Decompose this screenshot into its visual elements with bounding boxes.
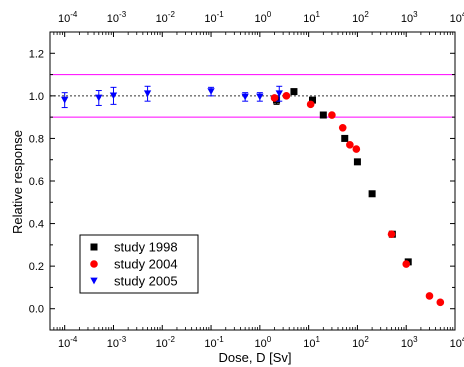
data-point-1-2 — [306, 100, 315, 109]
data-point-0-5 — [353, 158, 361, 166]
series-study-1998 — [273, 88, 412, 266]
data-point-1-5 — [346, 141, 354, 149]
y-tick-label-3: 0.6 — [29, 176, 44, 188]
y-tick-labels: 0.0 0.2 0.4 0.6 0.8 1.0 1.2 — [29, 48, 44, 315]
x-tick-label-bottom-3: 10-1 — [204, 335, 224, 350]
x-tick-label-bottom-0: 10-4 — [58, 335, 78, 350]
data-point-1-0 — [270, 94, 279, 102]
y-axis-title: Relative response — [10, 130, 25, 234]
x-tick-label-top-5: 101 — [303, 10, 320, 25]
data-point-2-0 — [61, 96, 69, 104]
data-point-0-3 — [319, 111, 327, 119]
x-tick-label-top-2: 10-2 — [156, 10, 176, 25]
x-tick-label-bottom-6: 102 — [352, 335, 369, 350]
legend: study 1998 study 2004 study 2005 — [79, 234, 199, 294]
data-point-1-9 — [425, 292, 434, 300]
y-tick-label-1: 0.2 — [29, 261, 44, 273]
data-point-0-4 — [341, 134, 349, 142]
x-tick-label-bottom-7: 103 — [401, 335, 418, 350]
y-tick-label-4: 0.8 — [29, 133, 44, 145]
x-tick-label-bottom-5: 101 — [303, 335, 320, 350]
axis-ticks — [49, 31, 456, 331]
x-tick-label-bottom-4: 100 — [254, 335, 271, 350]
data-point-1-8 — [402, 260, 411, 268]
data-point-1-1 — [282, 92, 291, 100]
x-tick-label-bottom-1: 10-3 — [107, 335, 127, 350]
data-point-1-10 — [436, 298, 445, 307]
x-tick-label-bottom-8: 104 — [450, 335, 464, 350]
x-tick-label-top-8: 104 — [450, 10, 464, 25]
x-tick-label-top-0: 10-4 — [58, 10, 78, 25]
series-study-2005 — [61, 85, 283, 109]
data-point-1-7 — [387, 230, 396, 239]
y-tick-label-0: 0.0 — [29, 304, 44, 316]
legend-label-0: study 1998 — [114, 240, 178, 255]
y-tick-label-2: 0.4 — [29, 219, 44, 231]
legend-marker-0 — [90, 243, 98, 251]
legend-box — [79, 234, 199, 294]
data-point-1-4 — [338, 123, 347, 132]
y-tick-label-6: 1.2 — [29, 48, 44, 60]
data-point-2-3 — [143, 90, 152, 98]
data-series — [61, 85, 445, 307]
x-tick-labels-bottom: 10-4 10-3 10-2 10-1 100 101 102 103 104 — [58, 335, 464, 350]
data-point-0-2 — [308, 96, 316, 104]
data-point-2-2 — [109, 92, 118, 100]
data-point-2-7 — [275, 90, 283, 98]
x-tick-label-top-1: 10-3 — [107, 10, 127, 25]
data-point-1-3 — [328, 111, 336, 119]
legend-marker-2 — [90, 277, 98, 285]
data-point-0-1 — [290, 88, 298, 96]
x-tick-label-top-6: 102 — [352, 10, 369, 25]
x-tick-label-top-4: 100 — [254, 10, 271, 25]
reference-lines — [50, 74, 455, 118]
legend-label-1: study 2004 — [114, 257, 178, 272]
x-axis-title: Dose, D [Sv] — [219, 350, 292, 365]
data-point-2-4 — [207, 88, 215, 95]
data-point-2-6 — [256, 93, 264, 101]
x-tick-label-top-3: 10-1 — [204, 10, 224, 25]
data-point-2-1 — [95, 94, 103, 102]
data-point-1-6 — [352, 145, 361, 153]
series-study-2004 — [270, 92, 445, 307]
x-tick-label-top-7: 103 — [401, 10, 418, 25]
x-tick-labels-top: 10-4 10-3 10-2 10-1 100 101 102 103 104 — [58, 10, 464, 25]
data-point-0-6 — [368, 190, 376, 198]
legend-marker-1 — [90, 260, 98, 268]
data-point-2-5 — [241, 93, 249, 101]
legend-label-2: study 2005 — [114, 274, 178, 289]
y-tick-label-5: 1.0 — [29, 91, 44, 103]
x-tick-label-bottom-2: 10-2 — [156, 335, 176, 350]
